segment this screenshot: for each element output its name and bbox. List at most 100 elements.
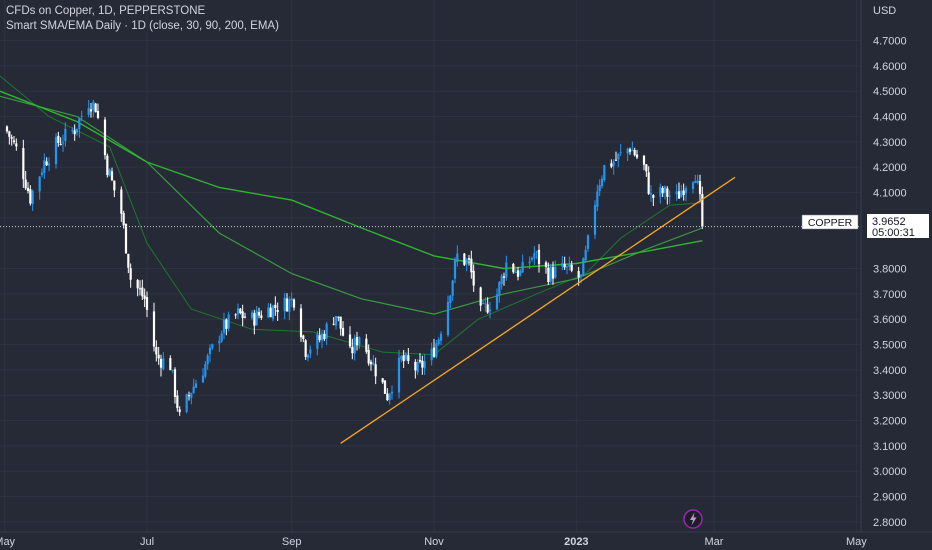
candle-body <box>400 356 403 360</box>
y-tick-label: 4.5000 <box>873 86 907 98</box>
event-badge[interactable] <box>683 509 703 529</box>
candle-body <box>87 107 90 115</box>
candle-body <box>694 180 697 184</box>
candle-body <box>143 295 146 299</box>
candle-body <box>446 301 450 336</box>
candle-body <box>698 181 702 195</box>
candle-body <box>162 358 165 369</box>
price-axis[interactable]: 4.7000 4.6000 4.5000 4.4000 4.3000 4.2000 4.10… <box>873 36 907 529</box>
candle-body <box>192 386 195 393</box>
candle-body <box>285 298 289 312</box>
candle-body <box>339 316 342 329</box>
candle-body <box>255 310 258 326</box>
candle-body <box>617 153 620 160</box>
candle-body <box>390 391 394 394</box>
time-axis[interactable]: May Jul Sep Nov 2023 Mar May <box>0 536 867 548</box>
candle-body <box>516 270 520 277</box>
candle-body <box>176 395 179 409</box>
symbol-label-box <box>801 214 859 230</box>
candle-body <box>642 155 646 165</box>
candle-body <box>290 298 293 301</box>
candle-body <box>155 347 158 355</box>
x-tick-label: Nov <box>424 536 444 548</box>
candle-body <box>421 360 424 368</box>
candle-body <box>439 333 443 341</box>
candle-body <box>570 264 573 271</box>
candle-body <box>519 270 522 276</box>
candle-body <box>372 362 375 365</box>
candle-body <box>38 176 41 192</box>
candle-body <box>479 287 482 306</box>
candle-body <box>582 258 585 276</box>
candle-body <box>304 340 307 358</box>
candle-body <box>283 297 286 312</box>
candle-body <box>267 307 270 318</box>
y-tick-label: 2.8000 <box>873 517 907 529</box>
candle-body <box>75 128 79 133</box>
candle-body <box>472 270 475 286</box>
candle-body <box>610 163 613 167</box>
support-trendline[interactable] <box>340 176 736 444</box>
candle-body <box>26 188 30 192</box>
last-price-box <box>867 214 929 238</box>
candle-body <box>603 165 606 181</box>
candle-body <box>470 258 473 273</box>
x-tick-label: May <box>0 536 16 548</box>
candle-body <box>208 347 212 354</box>
candle-body <box>225 319 228 329</box>
y-tick-label: 3.7000 <box>873 289 907 301</box>
y-tick-label: 4.1000 <box>873 188 907 200</box>
candle-body <box>227 314 230 329</box>
candle-body <box>127 253 130 268</box>
candle-body <box>5 126 9 132</box>
ema-line-30 <box>0 75 703 356</box>
candle-body <box>358 337 361 345</box>
candle-body <box>563 264 566 268</box>
y-tick-label: 4.7000 <box>873 36 907 48</box>
candle-body <box>22 148 25 180</box>
candle-body <box>577 271 580 278</box>
candle-body <box>222 319 226 333</box>
candle-body <box>253 312 256 326</box>
candle-body <box>701 194 704 227</box>
candle-body <box>89 109 93 112</box>
candle-body <box>484 303 487 305</box>
candle-body <box>325 323 328 339</box>
candle-body <box>318 335 321 341</box>
x-tick-label: Mar <box>705 536 724 548</box>
candle-body <box>355 336 359 346</box>
last-price-value: 3.9652 <box>872 216 906 228</box>
trendline-layer[interactable] <box>340 176 736 444</box>
candle-body <box>430 348 433 361</box>
candle-body <box>486 304 489 313</box>
candle-body <box>544 262 548 268</box>
candle-body <box>206 355 209 365</box>
candle-body <box>288 299 291 312</box>
candle-body <box>15 143 18 147</box>
candle-body <box>178 409 181 413</box>
candle-body <box>561 262 564 267</box>
candle-body <box>663 186 667 193</box>
candle-body <box>157 354 160 359</box>
ema-line-200 <box>0 90 703 270</box>
candle-body <box>234 314 237 316</box>
candle-body <box>432 347 436 357</box>
candle-body <box>598 185 601 192</box>
candle-body <box>547 267 550 283</box>
candle-body <box>628 149 632 152</box>
candle-body <box>456 253 459 262</box>
y-tick-label: 3.0000 <box>873 466 907 478</box>
candle-body <box>465 259 468 265</box>
indicator-label: Smart SMA/EMA Daily · 1D (close, 30, 90,… <box>6 20 279 32</box>
candle-body <box>584 249 587 261</box>
candle-body <box>682 190 685 195</box>
candle-body <box>94 103 97 113</box>
candle-body <box>323 333 326 340</box>
candle-body <box>250 312 254 319</box>
candle-body <box>659 186 662 197</box>
candle-body <box>122 213 125 226</box>
candle-body <box>579 274 583 276</box>
chart-legend: CFDs on Copper, 1D, PEPPERSTONE Smart SM… <box>6 4 279 34</box>
